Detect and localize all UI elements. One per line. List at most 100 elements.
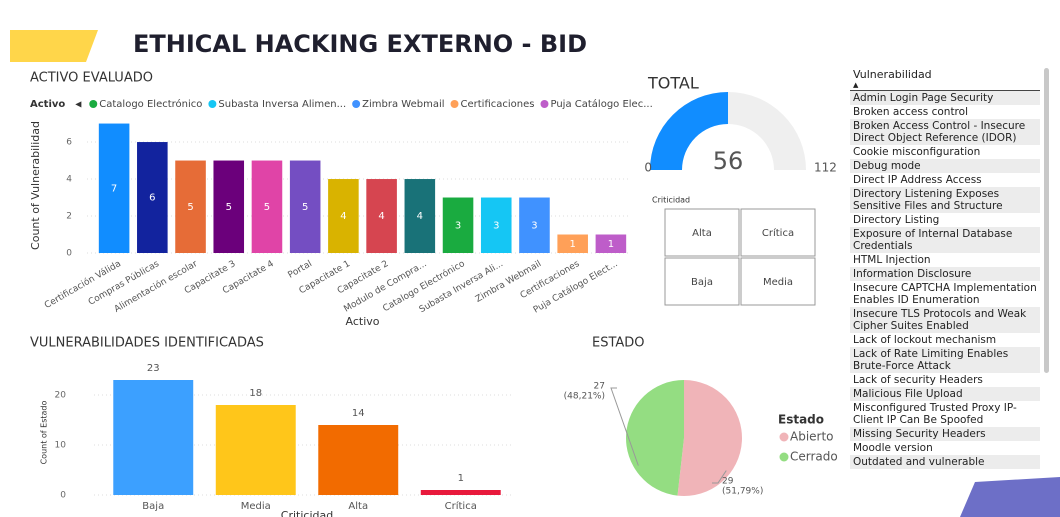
data-label: 1 xyxy=(458,473,464,484)
y-tick-label: 20 xyxy=(55,391,67,401)
x-tick-label: Alta xyxy=(348,501,368,512)
legend-title: Activo xyxy=(30,99,65,110)
data-label: 5 xyxy=(264,202,270,213)
corner-decoration xyxy=(960,477,1060,517)
bar xyxy=(318,425,399,495)
data-label: 18 xyxy=(249,388,262,399)
legend-label: Cerrado xyxy=(790,450,838,464)
chart-title: TOTAL xyxy=(647,74,699,93)
y-tick-label: 2 xyxy=(66,212,72,222)
data-label: 5 xyxy=(187,202,193,213)
scrollbar[interactable] xyxy=(1044,68,1049,373)
legend-marker xyxy=(208,100,217,108)
list-header: Vulnerabilidad ▲ xyxy=(850,67,1040,91)
slicer-button[interactable] xyxy=(740,257,816,306)
legend-label: Abierto xyxy=(790,430,834,444)
data-label: 3 xyxy=(493,220,499,231)
pie-slice xyxy=(677,380,742,496)
list-item[interactable]: Broken Access Control - Insecure Direct … xyxy=(850,119,1040,145)
y-tick-label: 0 xyxy=(60,491,66,501)
bar xyxy=(442,197,474,253)
list-item[interactable]: Missing Security Headers xyxy=(850,427,1040,441)
legend-marker xyxy=(450,100,459,108)
slicer-title: Criticidad xyxy=(652,196,690,205)
leader-line xyxy=(712,470,727,484)
y-axis-label: Count of Estado xyxy=(40,401,49,465)
legend-arrow[interactable]: ◀ xyxy=(75,100,82,109)
legend-marker xyxy=(352,100,361,108)
legend-label: Zimbra Webmail xyxy=(362,99,444,110)
data-label: 27 xyxy=(594,382,605,392)
gauge-max: 112 xyxy=(814,161,837,175)
slicer-option[interactable]: Crítica xyxy=(762,227,794,239)
chart-title: ACTIVO EVALUADO xyxy=(30,71,153,86)
legend-label: Subasta Inversa Alimen... xyxy=(218,99,346,110)
data-label: 29 xyxy=(722,477,734,487)
list-item[interactable]: Malicious File Upload xyxy=(850,387,1040,401)
bar xyxy=(113,380,194,495)
bar xyxy=(557,234,588,253)
data-label: 1 xyxy=(569,239,575,250)
list-item[interactable]: Admin Login Page Security xyxy=(850,91,1040,105)
list-item[interactable]: Insecure CAPTCHA Implementation Enables … xyxy=(853,282,1037,306)
list-item[interactable]: Outdated and vulnerable xyxy=(850,455,1040,469)
data-label: 3 xyxy=(531,220,537,231)
slicer-option[interactable]: Media xyxy=(763,277,793,288)
list-item[interactable]: Information Disclosure xyxy=(850,267,1040,281)
bar xyxy=(519,197,550,253)
bar xyxy=(213,160,245,253)
legend-marker xyxy=(540,100,549,108)
x-axis-label: Activo xyxy=(346,315,380,328)
pie-slice xyxy=(625,380,684,496)
x-tick-label: Media xyxy=(241,501,271,512)
list-item[interactable]: Exposure of Internal Database Credential… xyxy=(850,227,1040,253)
data-label: 3 xyxy=(455,220,461,231)
list-item[interactable]: Direct IP Address Access xyxy=(853,174,982,186)
slicer-option[interactable]: Baja xyxy=(691,277,713,288)
bar xyxy=(328,179,359,253)
slicer-button[interactable] xyxy=(740,208,816,257)
list-item[interactable]: Cookie misconfiguration xyxy=(853,146,981,158)
data-label: 4 xyxy=(340,211,346,222)
slicer-button[interactable] xyxy=(664,208,740,257)
chart-title: VULNERABILIDADES IDENTIFICADAS xyxy=(30,336,264,351)
data-label: 5 xyxy=(226,202,232,213)
bar xyxy=(98,123,130,253)
list-item[interactable]: Lack of Rate Limiting Enables Brute-Forc… xyxy=(850,347,1040,373)
legend-marker xyxy=(779,432,789,442)
bar xyxy=(595,234,627,253)
list-item[interactable]: Directory Listening Exposes Sensitive Fi… xyxy=(850,187,1040,213)
list-item[interactable]: Broken access control xyxy=(853,106,968,118)
y-axis-label: Count of Vulnerabilidad xyxy=(29,121,42,250)
legend-label: Catalogo Electrónico xyxy=(99,98,202,110)
vulnerability-list: Vulnerabilidad ▲ Admin Login Page Securit… xyxy=(850,67,1040,477)
gauge-min: 0 xyxy=(644,161,652,175)
list-item[interactable]: Insecure TLS Protocols and Weak Cipher S… xyxy=(850,307,1040,333)
list-item[interactable]: Misconfigured Trusted Proxy IP-Client IP… xyxy=(853,402,1017,426)
data-label: 23 xyxy=(147,363,160,374)
data-label: 5 xyxy=(302,202,308,213)
list-item[interactable]: HTML Injection xyxy=(853,254,931,266)
sort-icon[interactable]: ▲ xyxy=(853,81,859,89)
chart-title: ESTADO xyxy=(592,336,645,351)
list-item[interactable]: Debug mode xyxy=(850,159,1040,173)
list-item[interactable]: Directory Listing xyxy=(853,214,940,226)
data-label: 7 xyxy=(111,183,117,194)
bar xyxy=(137,142,168,253)
bar xyxy=(480,197,512,253)
x-tick-label: Portal xyxy=(287,259,314,281)
x-tick-label: Zimbra Webmail xyxy=(474,259,543,305)
slicer-button[interactable] xyxy=(664,257,740,306)
slicer-option[interactable]: Alta xyxy=(692,228,712,239)
y-tick-label: 6 xyxy=(66,138,72,148)
legend-label: Puja Catálogo Elec... xyxy=(550,98,652,110)
list-item[interactable]: Lack of security Headers xyxy=(853,374,983,386)
y-tick-label: 0 xyxy=(66,249,72,259)
legend-label: Certificaciones xyxy=(461,99,535,110)
list-item[interactable]: Lack of lockout mechanism xyxy=(853,334,997,346)
list-item[interactable]: Moodle version xyxy=(853,442,933,454)
gauge-value-label: 56 xyxy=(713,147,744,175)
y-tick-label: 4 xyxy=(66,175,72,185)
